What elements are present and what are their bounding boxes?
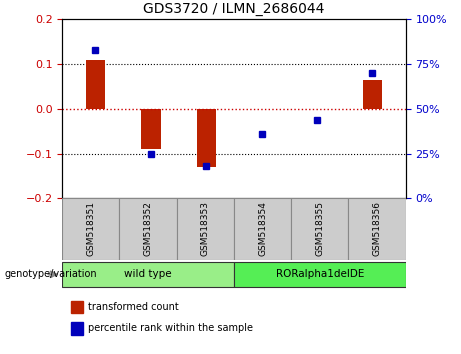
Bar <box>86 60 105 109</box>
Text: RORalpha1delDE: RORalpha1delDE <box>276 269 364 279</box>
Text: wild type: wild type <box>124 269 172 279</box>
Bar <box>119 198 177 260</box>
Text: GSM518355: GSM518355 <box>315 201 325 256</box>
Text: GSM518353: GSM518353 <box>201 201 210 256</box>
Bar <box>234 198 291 260</box>
Bar <box>62 262 234 287</box>
Bar <box>234 262 406 287</box>
Bar <box>62 198 119 260</box>
Text: genotype/variation: genotype/variation <box>5 269 97 279</box>
Text: GSM518352: GSM518352 <box>143 201 153 256</box>
Bar <box>196 109 216 167</box>
Bar <box>363 80 382 109</box>
Text: GSM518356: GSM518356 <box>372 201 382 256</box>
Text: GSM518354: GSM518354 <box>258 201 267 256</box>
Bar <box>141 109 160 149</box>
Bar <box>291 198 349 260</box>
Text: GSM518351: GSM518351 <box>86 201 95 256</box>
Bar <box>349 198 406 260</box>
Text: transformed count: transformed count <box>88 302 178 312</box>
Title: GDS3720 / ILMN_2686044: GDS3720 / ILMN_2686044 <box>143 2 325 16</box>
Text: percentile rank within the sample: percentile rank within the sample <box>88 323 253 333</box>
Bar <box>177 198 234 260</box>
